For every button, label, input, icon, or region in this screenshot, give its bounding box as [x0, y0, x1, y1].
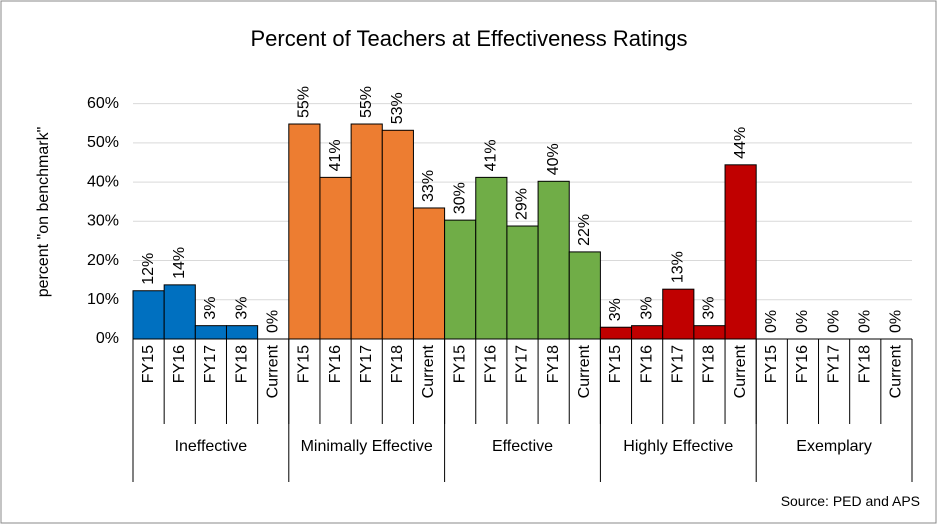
- data-label: 40%: [545, 143, 562, 175]
- data-label: 0%: [794, 310, 811, 333]
- bar: [724, 164, 757, 340]
- data-label: 41%: [483, 139, 500, 171]
- data-label: 3%: [638, 297, 655, 320]
- data-label: 3%: [202, 297, 219, 320]
- data-label: 30%: [451, 182, 468, 214]
- data-label: 3%: [233, 297, 250, 320]
- bar: [475, 176, 508, 340]
- x-tick-label: FY15: [140, 345, 157, 383]
- x-tick-label: FY15: [296, 345, 313, 383]
- data-label: 13%: [670, 251, 687, 283]
- y-tick-label: 30%: [87, 213, 119, 230]
- bar: [631, 325, 664, 340]
- x-tick-label: FY17: [514, 345, 531, 383]
- bar: [194, 325, 227, 340]
- bar: [537, 180, 570, 340]
- x-tick-label: Current: [264, 344, 281, 398]
- x-tick-label: Current: [420, 344, 437, 398]
- data-label: 53%: [389, 92, 406, 124]
- data-label: 22%: [576, 214, 593, 246]
- data-label: 33%: [420, 170, 437, 202]
- bar: [444, 219, 477, 340]
- x-tick-label: Current: [888, 344, 905, 398]
- bar: [412, 207, 446, 340]
- x-tick-label: FY16: [638, 345, 655, 383]
- group-label: Highly Effective: [623, 438, 734, 455]
- data-label: 55%: [358, 86, 375, 118]
- data-label: 0%: [888, 310, 905, 333]
- data-label: 0%: [825, 310, 842, 333]
- group-label: Ineffective: [174, 438, 248, 455]
- source-note: Source: PED and APS: [781, 493, 920, 509]
- bar: [350, 123, 383, 340]
- group-label: Effective: [491, 438, 554, 455]
- chart-title: Percent of Teachers at Effectiveness Rat…: [251, 26, 688, 51]
- y-tick-label: 20%: [87, 252, 119, 269]
- bar: [599, 326, 633, 340]
- data-label: 0%: [856, 310, 873, 333]
- x-tick-label: FY16: [327, 345, 344, 383]
- x-tick-label: FY16: [171, 345, 188, 383]
- x-tick-label: FY18: [545, 345, 562, 383]
- bar: [163, 284, 196, 340]
- x-tick-label: FY17: [670, 345, 687, 383]
- bar: [132, 290, 165, 340]
- group-label: Exemplary: [796, 438, 872, 455]
- y-tick-label: 50%: [87, 134, 119, 151]
- x-tick-label: FY15: [607, 345, 624, 383]
- x-tick-label: FY18: [856, 345, 873, 383]
- data-label: 3%: [607, 298, 624, 321]
- data-label: 14%: [171, 247, 188, 279]
- bar: [288, 123, 321, 340]
- bar: [506, 225, 539, 340]
- x-tick-label: FY17: [825, 345, 842, 383]
- x-tick-label: FY18: [389, 345, 406, 383]
- data-label: 44%: [732, 127, 749, 159]
- y-tick-label: 40%: [87, 173, 119, 190]
- data-label: 3%: [701, 297, 718, 320]
- x-tick-label: FY17: [202, 345, 219, 383]
- bar: [225, 325, 259, 340]
- x-tick-label: Current: [732, 344, 749, 398]
- x-tick-label: FY18: [701, 345, 718, 383]
- x-tick-label: FY15: [451, 345, 468, 383]
- bar: [693, 325, 726, 340]
- y-tick-label: 0%: [96, 330, 119, 347]
- x-tick-label: FY16: [483, 345, 500, 383]
- data-label: 12%: [140, 253, 157, 285]
- y-axis-label: percent "on benchmark": [35, 127, 52, 298]
- data-label: 41%: [327, 139, 344, 171]
- data-label: 0%: [264, 310, 281, 333]
- x-tick-label: FY18: [233, 345, 250, 383]
- y-tick-label: 10%: [87, 291, 119, 308]
- bar: [319, 176, 352, 340]
- group-label: Minimally Effective: [300, 438, 433, 455]
- data-label: 55%: [296, 86, 313, 118]
- bar: [568, 251, 601, 340]
- bar: [662, 288, 695, 340]
- x-tick-label: Current: [576, 344, 593, 398]
- bar: [381, 129, 414, 340]
- x-tick-label: FY17: [358, 345, 375, 383]
- x-tick-label: FY16: [794, 345, 811, 383]
- data-label: 0%: [763, 310, 780, 333]
- data-label: 29%: [514, 188, 531, 220]
- x-tick-label: FY15: [763, 345, 780, 383]
- y-tick-label: 60%: [87, 95, 119, 112]
